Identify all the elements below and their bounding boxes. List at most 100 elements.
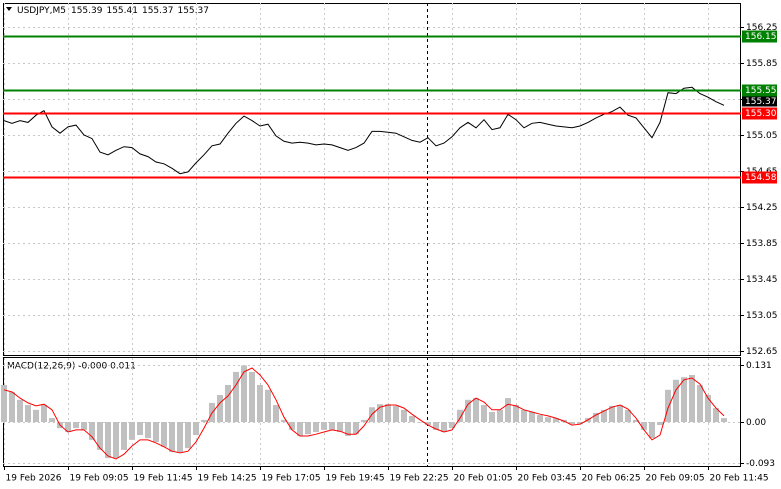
macd-bar bbox=[137, 422, 143, 436]
macd-bar bbox=[361, 419, 367, 423]
y-tick-label: 156.25 bbox=[746, 23, 778, 33]
macd-bar bbox=[273, 405, 279, 423]
macd-bar bbox=[73, 422, 79, 429]
macd-bar bbox=[49, 418, 55, 423]
macd-bar bbox=[505, 398, 511, 423]
macd-bar bbox=[401, 409, 407, 423]
y-tick-label: 155.85 bbox=[746, 59, 778, 69]
macd-bar bbox=[593, 412, 599, 423]
macd-bar bbox=[89, 422, 95, 440]
macd-bar bbox=[569, 422, 575, 425]
open: 155.39 bbox=[71, 6, 103, 16]
dropdown-icon bbox=[6, 7, 12, 11]
macd-bar bbox=[185, 422, 191, 449]
macd-bar bbox=[601, 409, 607, 423]
macd-bar bbox=[313, 422, 319, 433]
macd-bar bbox=[529, 412, 535, 423]
macd-bar bbox=[649, 422, 655, 439]
low: 155.37 bbox=[142, 6, 174, 16]
macd-bar bbox=[305, 422, 311, 435]
macd-bar bbox=[625, 409, 631, 423]
macd-bar bbox=[433, 422, 439, 430]
macd-bar bbox=[17, 399, 23, 423]
symbol: USDJPY,M5 bbox=[17, 6, 66, 16]
macd-bar bbox=[177, 422, 183, 453]
macd-bar bbox=[641, 422, 647, 430]
macd-bar bbox=[9, 391, 15, 423]
macd-bar bbox=[105, 422, 111, 459]
level-label: 156.15 bbox=[745, 32, 777, 42]
macd-bar bbox=[705, 395, 711, 423]
macd-bar bbox=[297, 422, 303, 436]
macd-bar bbox=[553, 418, 559, 423]
macd-bar bbox=[537, 415, 543, 423]
macd-bar bbox=[241, 365, 247, 423]
macd-bar bbox=[425, 422, 431, 426]
macd-bar bbox=[265, 389, 271, 423]
x-tick-label: 19 Feb 11:45 bbox=[134, 474, 193, 484]
macd-bar bbox=[217, 395, 223, 423]
macd-bar bbox=[257, 385, 263, 423]
y-tick-label: 155.05 bbox=[746, 131, 778, 141]
high: 155.41 bbox=[106, 6, 138, 16]
macd-bar bbox=[673, 379, 679, 423]
level-label-box bbox=[742, 171, 777, 184]
y-tick-label: 153.05 bbox=[746, 311, 778, 321]
macd-title: MACD(12,26,9) -0.000 0.011 bbox=[7, 362, 136, 372]
macd-bar bbox=[441, 422, 447, 433]
y-tick-label: 154.25 bbox=[746, 203, 778, 213]
macd-bar bbox=[681, 377, 687, 423]
macd-bar bbox=[1, 385, 7, 423]
macd-bar bbox=[345, 422, 351, 436]
macd-bar bbox=[193, 422, 199, 436]
macd-bar bbox=[665, 389, 671, 423]
macd-bar bbox=[465, 399, 471, 423]
signal-line bbox=[3, 367, 725, 460]
close: 155.37 bbox=[177, 6, 209, 16]
x-tick-label: 20 Feb 09:05 bbox=[646, 474, 705, 484]
macd-bar bbox=[609, 405, 615, 423]
macd-bar bbox=[545, 417, 551, 423]
macd-bar bbox=[121, 422, 127, 450]
macd-bar bbox=[25, 405, 31, 423]
macd-bar bbox=[353, 422, 359, 435]
macd-bar bbox=[713, 408, 719, 423]
macd-bar bbox=[721, 418, 727, 423]
x-tick-label: 19 Feb 14:25 bbox=[198, 474, 257, 484]
macd-bar bbox=[145, 422, 151, 439]
macd-bar bbox=[281, 419, 287, 423]
macd-bar bbox=[97, 422, 103, 450]
current-price-box bbox=[742, 96, 777, 107]
macd-bar bbox=[321, 422, 327, 430]
price-title: USDJPY,M5 155.39 155.41 155.37 155.37 bbox=[17, 6, 209, 16]
macd-bar bbox=[417, 422, 423, 423]
macd-bar bbox=[481, 405, 487, 423]
level-label: 154.58 bbox=[745, 173, 777, 183]
macd-bar bbox=[377, 404, 383, 423]
x-tick-label: 20 Feb 01:05 bbox=[454, 474, 513, 484]
x-tick-label: 19 Feb 2026 bbox=[6, 474, 62, 484]
macd-bar bbox=[153, 422, 159, 443]
macd-bar bbox=[689, 374, 695, 423]
macd-bar bbox=[41, 405, 47, 423]
macd-bar bbox=[617, 405, 623, 423]
macd-bar bbox=[577, 422, 583, 425]
level-label-box bbox=[742, 107, 777, 120]
macd-bar bbox=[249, 371, 255, 423]
level-label-box bbox=[742, 30, 777, 43]
current-price-label: 155.37 bbox=[745, 97, 777, 107]
y-tick-label: 0.131 bbox=[746, 361, 772, 371]
level-label: 155.55 bbox=[745, 86, 777, 96]
x-tick-label: 20 Feb 03:45 bbox=[518, 474, 577, 484]
macd-bar bbox=[289, 422, 295, 430]
macd-bar bbox=[521, 409, 527, 423]
macd-bar bbox=[393, 405, 399, 423]
macd-bar bbox=[449, 422, 455, 429]
level-label: 155.30 bbox=[745, 109, 777, 119]
x-tick-label: 19 Feb 19:45 bbox=[326, 474, 385, 484]
x-tick-label: 20 Feb 06:25 bbox=[582, 474, 641, 484]
macd-bar bbox=[233, 371, 239, 423]
y-tick-label: 153.45 bbox=[746, 275, 778, 285]
macd-bar bbox=[169, 422, 175, 453]
y-tick-label: 152.65 bbox=[746, 347, 778, 357]
